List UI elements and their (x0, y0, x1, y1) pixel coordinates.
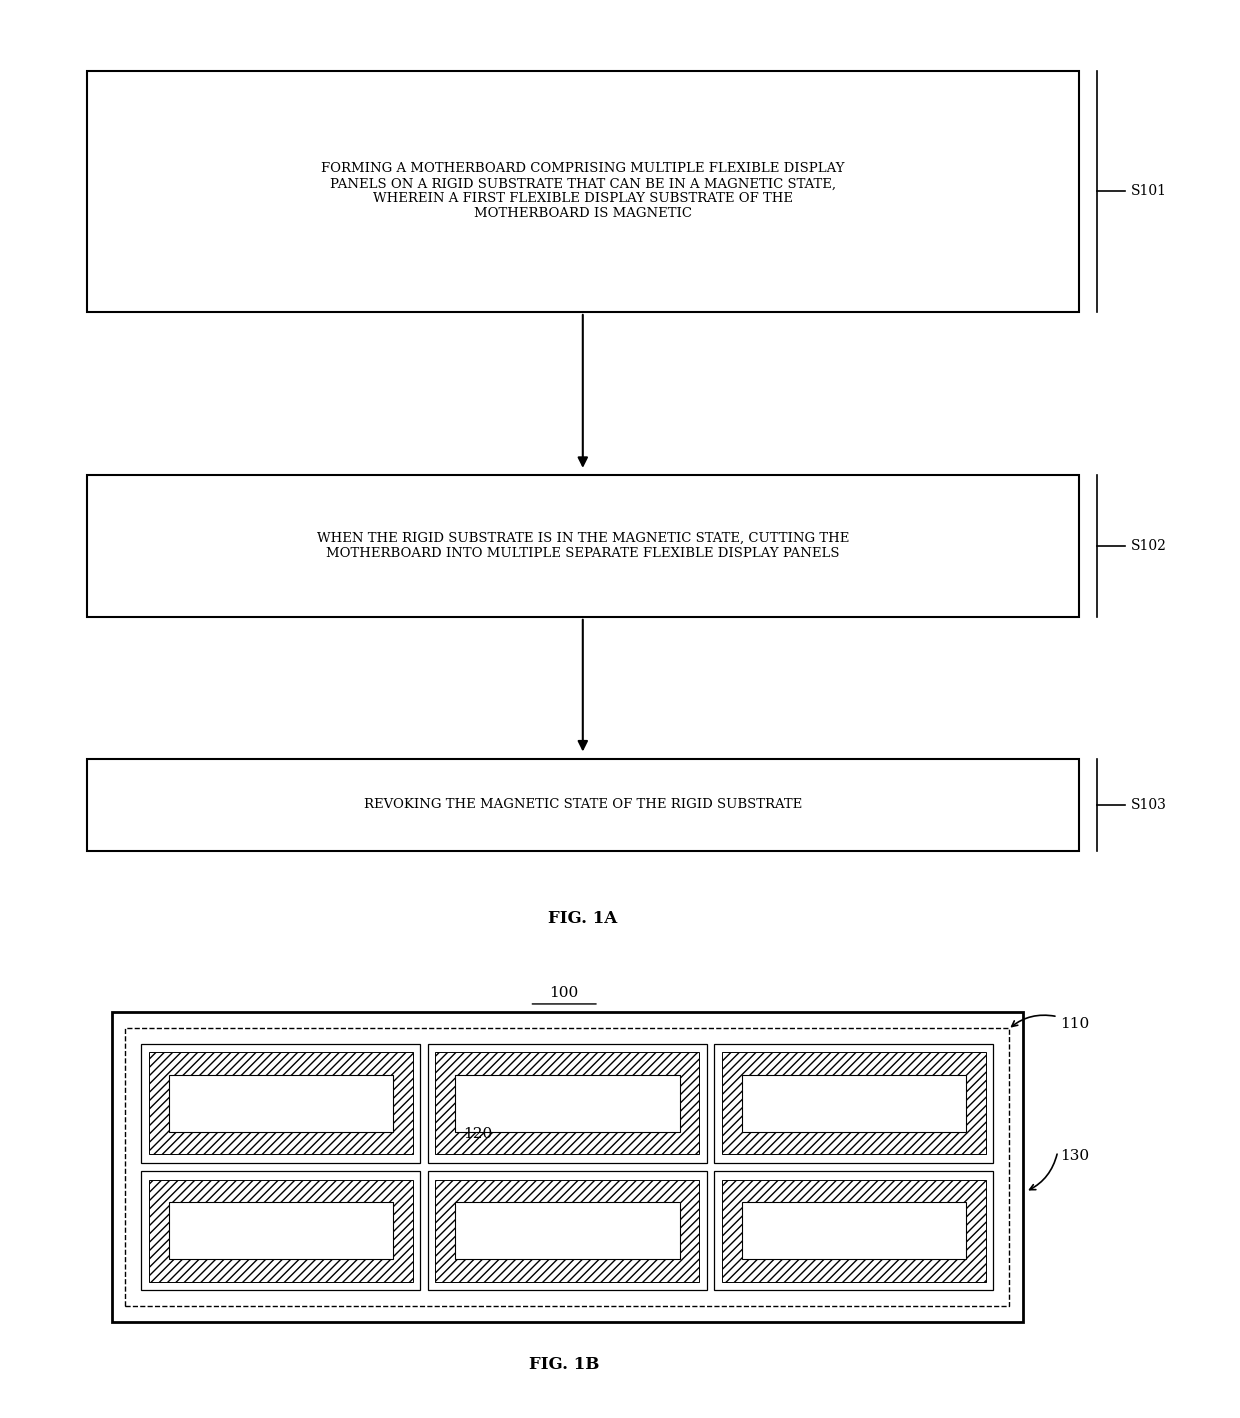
Text: REVOKING THE MAGNETIC STATE OF THE RIGID SUBSTRATE: REVOKING THE MAGNETIC STATE OF THE RIGID… (363, 798, 802, 811)
Text: 120: 120 (463, 1127, 492, 1141)
Bar (722, 1180, 986, 1282)
Bar (112, 1012, 1023, 1322)
Bar (125, 1028, 1009, 1306)
Bar (87, 71, 1079, 312)
Text: WHEN THE RIGID SUBSTRATE IS IN THE MAGNETIC STATE, CUTTING THE
MOTHERBOARD INTO : WHEN THE RIGID SUBSTRATE IS IN THE MAGNE… (316, 532, 849, 560)
Bar (428, 1044, 707, 1163)
Bar (149, 1180, 413, 1282)
Bar (87, 475, 1079, 617)
Text: S101: S101 (1131, 184, 1167, 199)
Bar (455, 1075, 680, 1132)
Bar (742, 1075, 966, 1132)
Bar (722, 1052, 986, 1154)
Bar (435, 1180, 699, 1282)
Text: 110: 110 (1060, 1017, 1090, 1031)
Bar (149, 1052, 413, 1154)
Bar (428, 1171, 707, 1290)
Bar (141, 1044, 420, 1163)
Text: S103: S103 (1131, 798, 1167, 811)
Text: FIG. 1B: FIG. 1B (529, 1356, 599, 1373)
Text: 130: 130 (1060, 1149, 1089, 1163)
Bar (455, 1202, 680, 1259)
Bar (141, 1171, 420, 1290)
Bar (435, 1052, 699, 1154)
Bar (714, 1171, 993, 1290)
Text: S102: S102 (1131, 539, 1167, 553)
Bar (714, 1044, 993, 1163)
Text: 100: 100 (549, 986, 579, 1000)
Text: FORMING A MOTHERBOARD COMPRISING MULTIPLE FLEXIBLE DISPLAY
PANELS ON A RIGID SUB: FORMING A MOTHERBOARD COMPRISING MULTIPL… (321, 163, 844, 220)
Bar (87, 759, 1079, 851)
Bar (169, 1202, 393, 1259)
Bar (742, 1202, 966, 1259)
Bar (169, 1075, 393, 1132)
Text: FIG. 1A: FIG. 1A (548, 910, 618, 927)
